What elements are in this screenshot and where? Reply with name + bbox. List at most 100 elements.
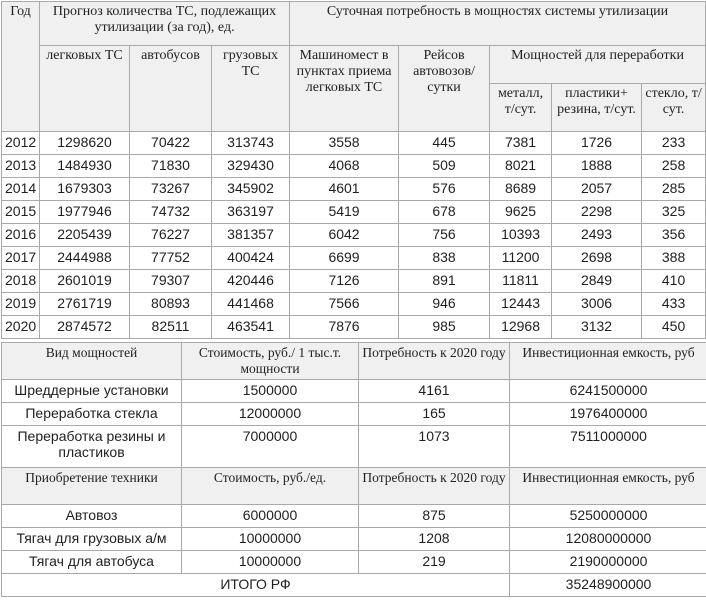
data-cell: 2444988 [39, 246, 130, 270]
data-cell: 329430 [210, 154, 291, 178]
table-row: 2016 2205439 76227 381357 6042 756 10393 2493 35… [1, 223, 706, 247]
table-row: 2013 1484930 71830 329430 4068 509 8021 1888 258 [1, 154, 706, 178]
col-header-cost-per-unit: Стоимость, руб./ед. [181, 467, 359, 505]
data-cell: 2761719 [39, 292, 130, 316]
data-cell: 233 [641, 131, 706, 155]
col-header-metal: металл, т/сут. [489, 83, 553, 132]
data-cell: 11811 [489, 269, 553, 293]
data-cell: 2493 [551, 223, 643, 247]
year-cell: 2013 [1, 154, 40, 178]
data-cell: 2601019 [39, 269, 130, 293]
data-cell: 12443 [489, 292, 553, 316]
data-cell: 8689 [489, 177, 553, 201]
data-cell: 7511000000 [509, 425, 706, 468]
data-cell: 381357 [210, 223, 291, 247]
data-cell: 325 [641, 200, 706, 224]
data-cell: 285 [641, 177, 706, 201]
data-cell: 946 [398, 292, 491, 316]
table-row: Автовоз 6000000 875 5250000000 [1, 504, 706, 528]
data-cell: 11200 [489, 246, 553, 270]
data-cell: 1888 [551, 154, 643, 178]
col-group-forecast: Прогноз количества ТС, подлежащих утилиз… [38, 1, 291, 46]
data-cell: 1977946 [39, 200, 130, 224]
year-cell: 2014 [1, 177, 40, 201]
data-cell: 875 [358, 504, 510, 528]
data-cell: 891 [398, 269, 491, 293]
data-cell: 71830 [129, 154, 212, 178]
col-header-equipment: Приобретение техники [1, 467, 182, 505]
col-header-capacity-type: Вид мощностей [1, 342, 182, 380]
label-cell: Переработка резины и пластиков [1, 425, 182, 468]
data-cell: 7126 [289, 269, 400, 293]
table-row: 2020 2874572 82511 463541 7876 985 12968 3132 45… [1, 315, 706, 339]
data-cell: 6042 [289, 223, 400, 247]
data-cell: 441468 [210, 292, 291, 316]
data-cell: 2849 [551, 269, 643, 293]
data-cell: 2298 [551, 200, 643, 224]
data-cell: 445 [398, 131, 491, 155]
data-cell: 7566 [289, 292, 400, 316]
investment-table: Вид мощностей Стоимость, руб./ 1 тыс.т. … [1, 342, 706, 597]
total-row: ИТОГО РФ 35248900000 [1, 573, 706, 597]
data-cell: 450 [641, 315, 706, 339]
data-cell: 345902 [210, 177, 291, 201]
data-cell: 2190000000 [509, 550, 706, 574]
col-header-investment: Инвестиционная емкость, руб [509, 342, 706, 380]
data-cell: 80893 [129, 292, 212, 316]
col-header-year: Год [1, 1, 40, 132]
data-cell: 73267 [129, 177, 212, 201]
col-header-cars: легковых ТС [39, 45, 130, 132]
year-cell: 2018 [1, 269, 40, 293]
table-row: Переработка резины и пластиков 7000000 1… [1, 425, 706, 468]
data-cell: 463541 [210, 315, 291, 339]
data-cell: 258 [641, 154, 706, 178]
table-row: Переработка стекла 12000000 165 19764000… [1, 402, 706, 426]
data-cell: 576 [398, 177, 491, 201]
data-cell: 165 [358, 402, 510, 426]
year-cell: 2016 [1, 223, 40, 247]
data-cell: 756 [398, 223, 491, 247]
data-cell: 356 [641, 223, 706, 247]
data-cell: 509 [398, 154, 491, 178]
data-cell: 12968 [489, 315, 553, 339]
data-cell: 7876 [289, 315, 400, 339]
year-cell: 2012 [1, 131, 40, 155]
data-cell: 4068 [289, 154, 400, 178]
data-cell: 3132 [551, 315, 643, 339]
forecast-table: Год Прогноз количества ТС, подлежащих ут… [1, 1, 706, 339]
data-cell: 4161 [358, 379, 510, 403]
data-cell: 4601 [289, 177, 400, 201]
data-cell: 1484930 [39, 154, 130, 178]
label-cell: Автовоз [1, 504, 182, 528]
data-cell: 6699 [289, 246, 400, 270]
data-cell: 388 [641, 246, 706, 270]
data-cell: 363197 [210, 200, 291, 224]
col-group-daily-demand: Суточная потребность в мощностях системы… [289, 1, 706, 46]
table-row: 2018 2601019 79307 420446 7126 891 11811 2849 41… [1, 269, 706, 293]
data-cell: 6000000 [181, 504, 359, 528]
table-row: Шреддерные установки 1500000 4161 624150… [1, 379, 706, 403]
data-cell: 79307 [129, 269, 212, 293]
total-label-cell: ИТОГО РФ [1, 573, 510, 597]
table-row: 2012 1298620 70422 313743 3558 445 7381 1726 233 [1, 131, 706, 155]
data-cell: 5250000000 [509, 504, 706, 528]
label-cell: Переработка стекла [1, 402, 182, 426]
data-cell: 1208 [358, 527, 510, 551]
data-cell: 8021 [489, 154, 553, 178]
data-cell: 313743 [210, 131, 291, 155]
col-header-trips: Рейсов автовозов/ сутки [398, 45, 491, 132]
data-cell: 985 [398, 315, 491, 339]
label-cell: Шреддерные установки [1, 379, 182, 403]
col-header-cost-per-kt: Стоимость, руб./ 1 тыс.т. мощности [181, 342, 359, 380]
table-row: Тягач для автобуса 10000000 219 21900000… [1, 550, 706, 574]
col-header-demand-2020: Потребность к 2020 году [358, 467, 510, 505]
data-cell: 420446 [210, 269, 291, 293]
label-cell: Тягач для грузовых а/м [1, 527, 182, 551]
data-cell: 10393 [489, 223, 553, 247]
data-cell: 219 [358, 550, 510, 574]
data-cell: 1500000 [181, 379, 359, 403]
table-row: 2015 1977946 74732 363197 5419 678 9625 2298 325 [1, 200, 706, 224]
year-cell: 2019 [1, 292, 40, 316]
data-cell: 7381 [489, 131, 553, 155]
